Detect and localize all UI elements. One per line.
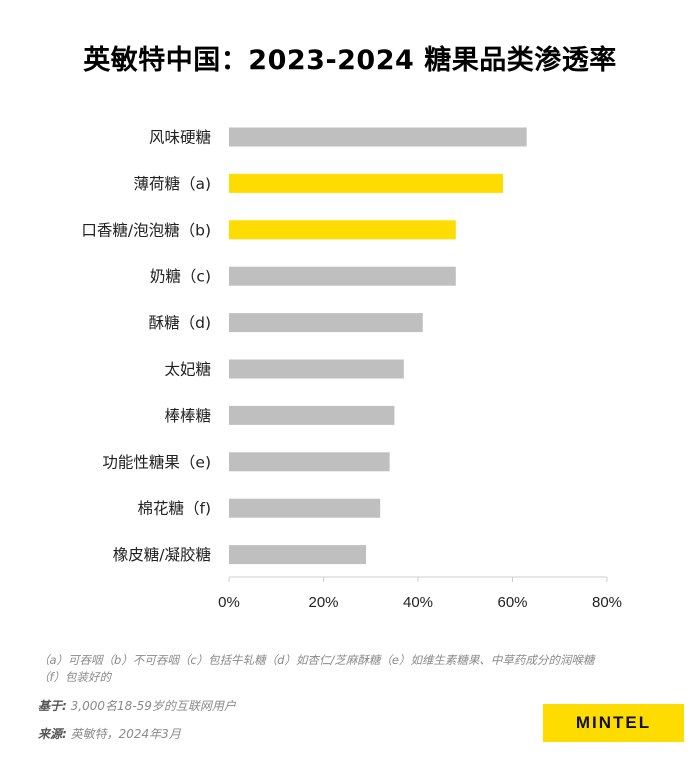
x-tick-label: 20% (308, 594, 338, 611)
category-label: 奶糖（c) (150, 268, 211, 286)
footnote-definitions: （a）可吞咽（b）不可吞咽（c）包括牛轧糖（d）如杏仁/芝麻酥糖（e）如维生素糖… (38, 653, 595, 667)
bar (229, 405, 395, 425)
base-label: 基于: (38, 699, 67, 713)
category-label: 酥糖（d) (149, 314, 211, 332)
footnote-definitions-cont: （f）包装好的 (38, 670, 112, 684)
bar (229, 127, 527, 147)
source-line: 来源: 英敏特，2024年3月 (38, 725, 181, 742)
mintel-logo: MINTEL (543, 704, 684, 742)
bar (229, 313, 423, 333)
category-label: 橡皮糖/凝胶糖 (113, 546, 211, 564)
category-label: 棉花糖（f) (137, 500, 211, 518)
bar (229, 359, 404, 379)
base-text: 3,000名18-59岁的互联网用户 (70, 699, 236, 713)
x-tick-label: 80% (592, 594, 622, 611)
category-label: 薄荷糖（a) (133, 175, 211, 193)
source-label: 来源: (38, 727, 67, 741)
bar (229, 173, 504, 193)
footnotes: （a）可吞咽（b）不可吞咽（c）包括牛轧糖（d）如杏仁/芝麻酥糖（e）如维生素糖… (38, 652, 678, 686)
chart-title: 英敏特中国：2023-2024 糖果品类渗透率 (83, 45, 617, 76)
base-line: 基于: 3,000名18-59岁的互联网用户 (38, 697, 236, 714)
x-tick-label: 60% (497, 594, 527, 611)
category-label: 太妃糖 (164, 361, 211, 379)
x-tick-label: 40% (403, 594, 433, 611)
x-tick-label: 0% (218, 594, 240, 611)
bar (229, 545, 367, 565)
bar (229, 266, 456, 286)
source-text: 英敏特，2024年3月 (70, 727, 181, 741)
category-label: 功能性糖果（e) (102, 453, 211, 471)
bar (229, 498, 381, 518)
category-label: 棒棒糖 (164, 407, 211, 425)
category-label: 风味硬糖 (149, 129, 211, 147)
bar (229, 220, 456, 240)
category-label: 口香糖/泡泡糖（b) (81, 221, 211, 239)
bar (229, 452, 390, 472)
